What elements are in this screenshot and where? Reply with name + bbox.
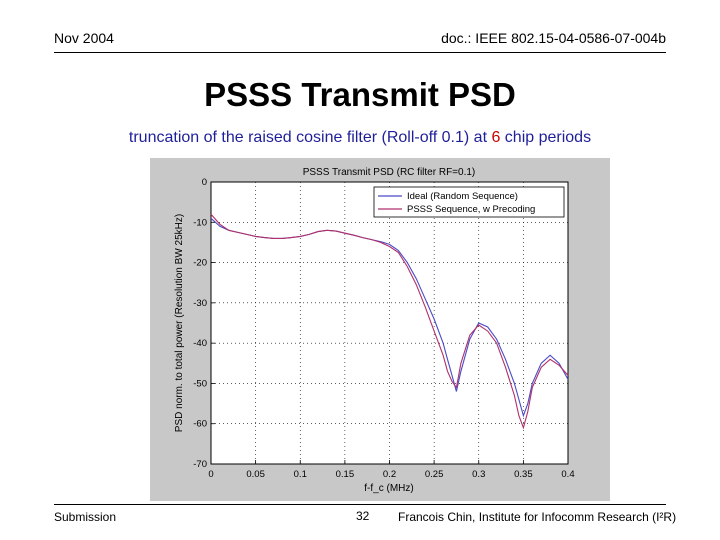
x-tick-label: 0.15 [336, 469, 355, 480]
legend-box [373, 186, 565, 218]
chart-title: PSSS Transmit PSD (RC filter RF=0.1) [303, 167, 476, 178]
header-rule [54, 52, 666, 53]
x-tick-label: 0.3 [472, 469, 485, 480]
series-group [210, 213, 569, 430]
subtitle-text: truncation of the raised cosine filter (… [128, 129, 492, 146]
header-doc-id: doc.: IEEE 802.15-04-0586-07-004b [441, 30, 666, 46]
x-tick-label: 0.1 [294, 469, 307, 480]
slide-title: PSSS Transmit PSD [204, 76, 516, 113]
psd-figure: 0 0.05 0.1 0.15 0.2 0.25 0.3 0.35 0.4 0 -10 -20 -30 -… [150, 158, 610, 501]
y-tick-label: -30 [193, 298, 207, 309]
footer-author: Francois Chin, Institute for Infocomm Re… [398, 510, 677, 524]
footer-submission: Submission [54, 510, 117, 524]
footer-page-number: 32 [356, 509, 370, 523]
x-tick-label: 0 [208, 469, 213, 480]
y-tick-label: -40 [193, 338, 207, 349]
y-tick-label: -20 [193, 258, 207, 269]
header-date: Nov 2004 [54, 30, 114, 46]
footer-rule [54, 504, 666, 505]
x-tick-label: 0.25 [425, 469, 444, 480]
subtitle-tail: chip periods [500, 129, 592, 146]
legend-label-ideal: Ideal (Random Sequence) [407, 191, 518, 202]
subtitle-highlight: 6 [491, 129, 501, 146]
y-tick-label: -60 [193, 419, 207, 430]
x-axis-label: f-f_c (MHz) [364, 483, 413, 494]
psd-chart: 0 0.05 0.1 0.15 0.2 0.25 0.3 0.35 0.4 0 -10 -20 -30 -… [174, 167, 575, 494]
x-tick-label: 0.4 [561, 469, 574, 480]
y-tick-label: -70 [193, 459, 207, 470]
x-tick-label: 0.05 [246, 469, 265, 480]
x-tick-label: 0.35 [514, 469, 533, 480]
slide-subtitle: truncation of the raised cosine filter (… [0, 129, 720, 147]
y-axis-label: PSD norm. to total power (Resolution BW … [174, 214, 185, 432]
y-tick-label: -10 [193, 217, 207, 228]
y-tick-label: -50 [193, 378, 207, 389]
series-line-psss [210, 213, 569, 430]
y-tick-label: 0 [202, 177, 207, 188]
ticks: 0 0.05 0.1 0.15 0.2 0.25 0.3 0.35 0.4 0 -10 -20 -30 -… [193, 177, 574, 480]
legend-label-psss: PSSS Sequence, w Precoding [407, 204, 535, 215]
plot-area [210, 181, 569, 465]
legend: Ideal (Random Sequence) PSSS Sequence, w… [373, 186, 565, 218]
x-tick-label: 0.2 [383, 469, 396, 480]
